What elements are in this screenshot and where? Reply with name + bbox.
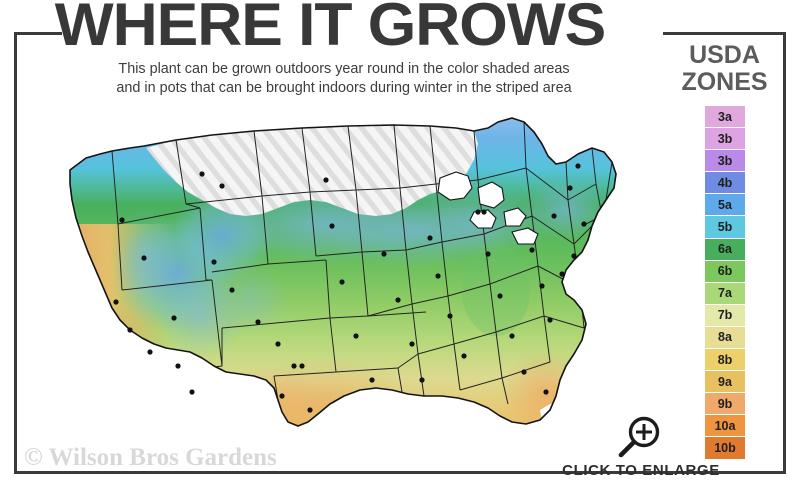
page-title: WHERE IT GROWS: [54, 0, 607, 58]
legend-heading: USDA ZONES: [663, 42, 786, 96]
legend-swatch-6b-7: 6b: [705, 260, 745, 283]
frame-border-left: [14, 32, 17, 474]
legend-swatch-10b-15: 10b: [705, 437, 745, 460]
frame-border-bottom: [14, 471, 786, 474]
page-subtitle: This plant can be grown outdoors year ro…: [34, 60, 654, 98]
legend-swatch-label: 6a: [718, 242, 732, 257]
legend-swatch-label: 6b: [717, 264, 733, 279]
city-markers: [113, 163, 587, 413]
legend-swatch-label: 3b: [717, 131, 733, 146]
legend-swatch-label: 8a: [718, 330, 732, 345]
legend-swatch-label: 7a: [718, 286, 732, 301]
legend-swatch-5a-4: 5a: [705, 194, 745, 217]
legend-swatch-8a-10: 8a: [705, 326, 745, 350]
legend-swatch-7b-9: 7b: [705, 304, 745, 327]
legend-swatch-3b-1: 3b: [705, 128, 745, 151]
legend-swatch-9a-12: 9a: [705, 371, 745, 394]
legend-swatch-3a-0: 3a: [705, 106, 745, 129]
legend-swatch-label: 4b: [717, 175, 733, 190]
usda-zone-legend: 3a 3b 3b 4b 5a 5b 6a 6b 7a 7b 8a 8b 9a 9b 10a 10b: [705, 106, 745, 460]
click-to-enlarge-label[interactable]: CLICK TO ENLARGE: [562, 462, 720, 479]
frame-border-right: [783, 32, 786, 474]
legend-swatch-4b-3: 4b: [705, 172, 745, 195]
zoom-in-icon[interactable]: [612, 415, 668, 459]
legend-swatch-3b-2: 3b: [705, 150, 745, 173]
hardiness-zone-map[interactable]: [26, 104, 666, 464]
legend-heading-line-2: ZONES: [681, 68, 768, 96]
us-outline: [69, 117, 617, 427]
legend-swatch-label: 7b: [717, 308, 733, 323]
subtitle-line-1: This plant can be grown outdoors year ro…: [118, 61, 570, 77]
legend-swatch-8b-11: 8b: [705, 349, 745, 372]
frame-border-top-right: [663, 32, 786, 35]
legend-heading-line-1: USDA: [689, 41, 760, 69]
legend-swatch-label: 9a: [718, 374, 732, 389]
legend-swatch-6a-6: 6a: [705, 238, 745, 261]
legend-swatch-label: 10a: [714, 418, 736, 433]
legend-swatch-label: 5b: [717, 220, 733, 235]
legend-swatch-label: 3a: [718, 109, 732, 124]
frame-border-top-left: [14, 32, 62, 35]
legend-swatch-label: 5a: [718, 197, 732, 212]
legend-swatch-label: 10b: [714, 440, 736, 455]
legend-swatch-10a-14: 10a: [705, 415, 745, 438]
legend-swatch-label: 9b: [717, 396, 733, 411]
legend-swatch-label: 8b: [717, 352, 733, 367]
watermark: © Wilson Bros Gardens: [24, 444, 277, 471]
legend-swatch-7a-8: 7a: [705, 282, 745, 305]
legend-swatch-5b-5: 5b: [705, 216, 745, 239]
legend-swatch-label: 3b: [717, 153, 733, 168]
legend-swatch-9b-13: 9b: [705, 393, 745, 416]
subtitle-line-2: and in pots that can be brought indoors …: [116, 80, 572, 96]
great-lakes: [437, 171, 539, 245]
